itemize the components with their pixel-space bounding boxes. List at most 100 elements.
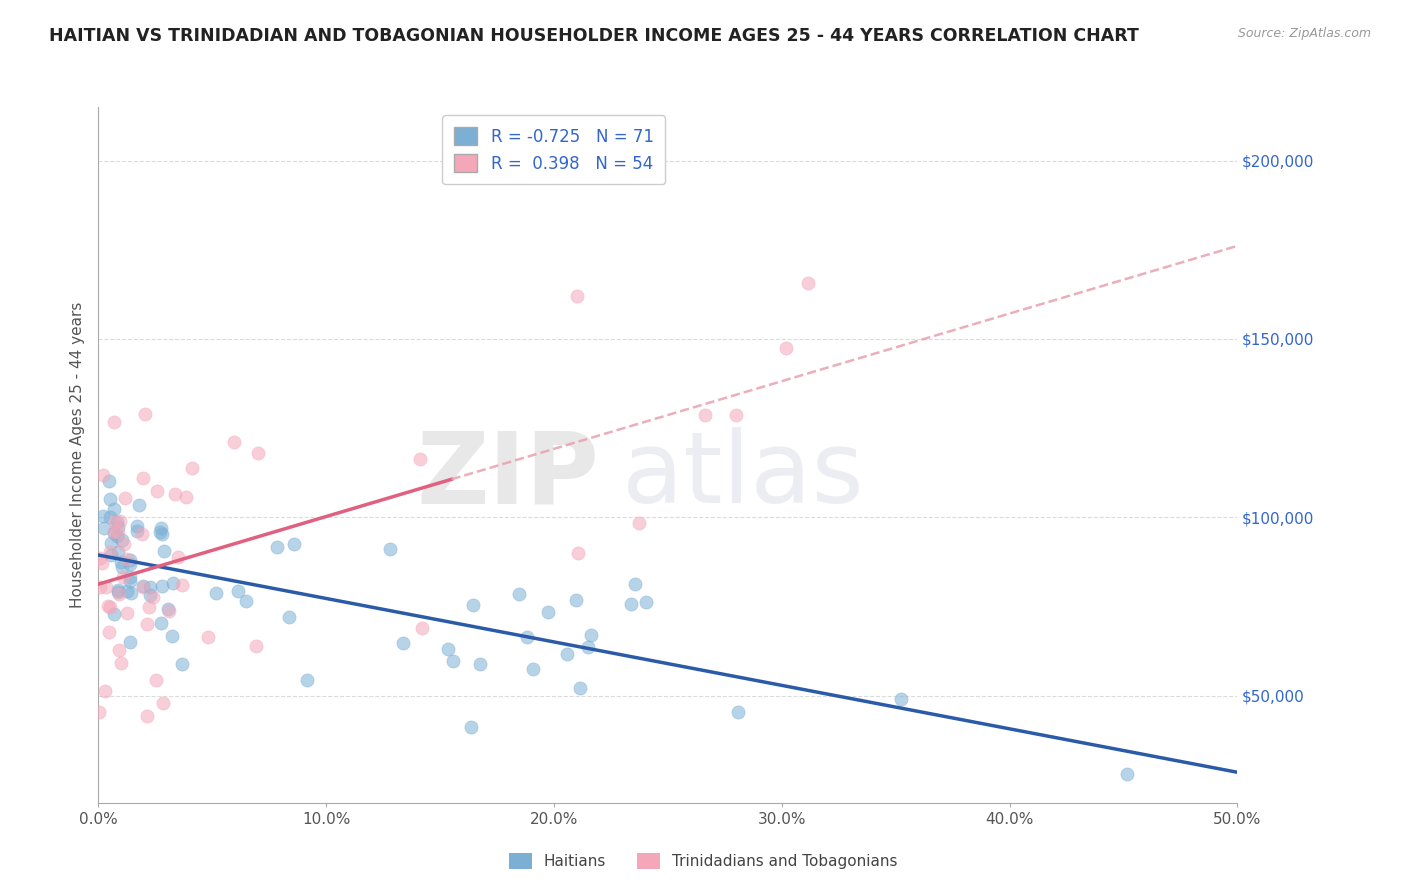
- Point: [131, 527, 153, 541]
- Point: [100, 545, 122, 559]
- Point: [411, 622, 433, 636]
- Point: [157, 601, 180, 615]
- Point: [105, 529, 128, 543]
- Point: [107, 585, 129, 599]
- Point: [100, 536, 122, 550]
- Point: [120, 570, 142, 584]
- Point: [724, 408, 747, 422]
- Point: [167, 549, 190, 564]
- Point: [103, 607, 125, 621]
- Point: [468, 657, 491, 671]
- Point: [107, 525, 129, 540]
- Point: [100, 549, 122, 563]
- Point: [181, 461, 204, 475]
- Point: [112, 536, 135, 550]
- Point: [91, 509, 114, 524]
- Point: [107, 586, 129, 600]
- Point: [295, 673, 318, 687]
- Point: [160, 629, 183, 643]
- Point: [132, 471, 155, 485]
- Point: [111, 533, 134, 547]
- Point: [94, 684, 117, 698]
- Point: [727, 705, 749, 719]
- Point: [145, 673, 167, 688]
- Point: [461, 599, 484, 613]
- Point: [111, 570, 134, 584]
- Point: [89, 580, 111, 594]
- Point: [107, 519, 129, 533]
- Point: [152, 544, 174, 558]
- Point: [170, 578, 193, 592]
- Point: [107, 545, 129, 559]
- Point: [149, 521, 172, 535]
- Point: [118, 574, 141, 589]
- Legend: Haitians, Trinidadians and Tobagonians: Haitians, Trinidadians and Tobagonians: [502, 847, 904, 875]
- Point: [163, 487, 186, 501]
- Point: [150, 615, 173, 630]
- Point: [91, 468, 114, 483]
- Point: [205, 586, 228, 600]
- Point: [1115, 766, 1137, 780]
- Point: [378, 541, 401, 556]
- Point: [125, 518, 148, 533]
- Point: [235, 594, 257, 608]
- Point: [628, 516, 651, 530]
- Point: [436, 642, 458, 657]
- Point: [142, 591, 165, 605]
- Text: Source: ZipAtlas.com: Source: ZipAtlas.com: [1237, 27, 1371, 40]
- Point: [125, 524, 148, 538]
- Point: [104, 515, 127, 529]
- Point: [103, 524, 125, 539]
- Point: [150, 527, 173, 541]
- Point: [103, 415, 125, 429]
- Point: [693, 408, 716, 422]
- Point: [98, 625, 121, 640]
- Point: [139, 588, 162, 602]
- Point: [132, 579, 155, 593]
- Point: [152, 697, 174, 711]
- Point: [278, 610, 301, 624]
- Point: [98, 599, 121, 614]
- Point: [224, 434, 246, 449]
- Point: [128, 498, 150, 512]
- Point: [568, 681, 591, 695]
- Point: [522, 662, 544, 676]
- Point: [441, 654, 464, 668]
- Point: [138, 599, 160, 614]
- Point: [120, 586, 142, 600]
- Point: [162, 576, 184, 591]
- Point: [136, 616, 159, 631]
- Point: [565, 289, 588, 303]
- Point: [118, 635, 141, 649]
- Point: [91, 556, 114, 570]
- Point: [565, 593, 588, 607]
- Point: [96, 580, 118, 594]
- Point: [146, 483, 169, 498]
- Point: [136, 709, 159, 723]
- Point: [557, 647, 579, 661]
- Point: [117, 606, 139, 620]
- Point: [111, 559, 134, 574]
- Point: [157, 604, 180, 618]
- Point: [266, 540, 288, 554]
- Point: [114, 491, 136, 506]
- Point: [93, 520, 115, 534]
- Point: [796, 276, 818, 290]
- Point: [392, 636, 415, 650]
- Point: [197, 630, 219, 644]
- Point: [624, 577, 647, 591]
- Point: [245, 639, 267, 653]
- Point: [100, 510, 122, 524]
- Point: [98, 491, 121, 506]
- Point: [775, 341, 797, 355]
- Point: [107, 583, 129, 598]
- Point: [174, 490, 197, 504]
- Point: [150, 579, 173, 593]
- Point: [576, 640, 599, 655]
- Point: [134, 407, 156, 421]
- Point: [636, 595, 658, 609]
- Point: [115, 552, 138, 566]
- Point: [581, 628, 603, 642]
- Point: [409, 451, 432, 466]
- Point: [132, 580, 155, 594]
